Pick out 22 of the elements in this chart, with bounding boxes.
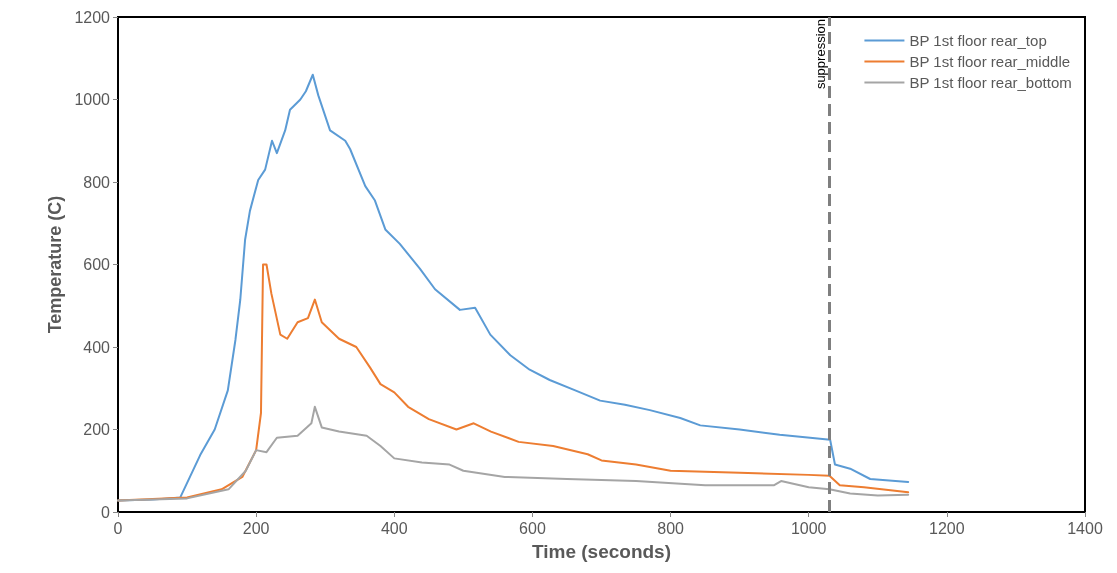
y-tick-label: 1200 — [74, 8, 111, 26]
y-axis-title: Temperature (C) — [44, 195, 65, 334]
x-tick-label: 600 — [519, 519, 546, 537]
y-tick-label: 600 — [83, 256, 111, 273]
legend-label: BP 1st floor rear_middle — [909, 53, 1071, 70]
x-tick-label: 400 — [380, 519, 408, 537]
x-tick-label: 0 — [113, 519, 123, 537]
x-tick-label: 1200 — [929, 519, 965, 537]
y-tick-label: 0 — [101, 503, 111, 521]
x-tick-label: 1000 — [790, 519, 827, 537]
y-tick-label: 400 — [83, 338, 111, 356]
x-tick-label: 1400 — [1067, 519, 1103, 537]
ref-line-label: suppression — [813, 19, 829, 90]
line-series — [117, 405, 910, 502]
y-tick-label: 1000 — [74, 91, 111, 108]
x-tick-label: 200 — [242, 519, 270, 537]
legend-label: BP 1st floor rear_bottom — [909, 74, 1072, 91]
legend-label: BP 1st floor rear_top — [909, 32, 1047, 49]
y-tick-label: 200 — [83, 421, 111, 438]
x-axis-title: Time (seconds) — [531, 541, 672, 562]
x-tick-label: 800 — [657, 519, 685, 537]
y-tick-label: 800 — [83, 173, 111, 191]
